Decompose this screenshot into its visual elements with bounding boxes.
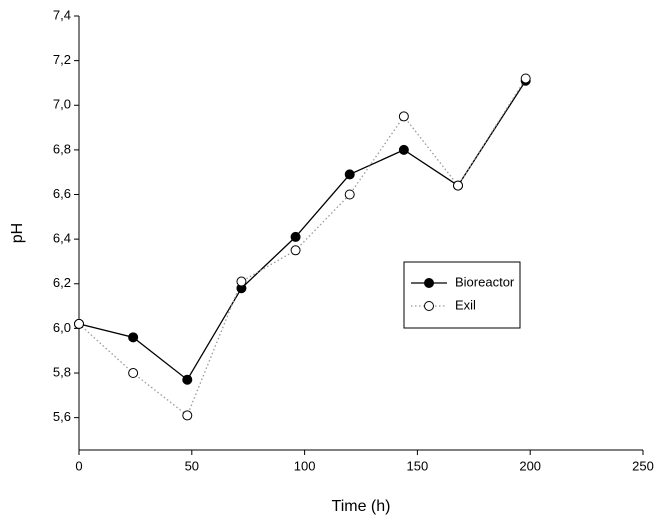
data-point — [398, 111, 409, 122]
x-tick-label: 50 — [185, 458, 199, 473]
y-tick-label: 7,0 — [53, 97, 71, 112]
x-tick-label: 0 — [75, 458, 82, 473]
legend-box — [403, 261, 521, 329]
data-point — [182, 374, 193, 385]
data-point — [182, 410, 193, 421]
y-tick-label: 6,2 — [53, 275, 71, 290]
y-tick-label: 6,0 — [53, 320, 71, 335]
data-point — [344, 189, 355, 200]
data-point — [290, 231, 301, 242]
x-tick-label: 150 — [407, 458, 429, 473]
data-point — [398, 144, 409, 155]
data-point — [290, 245, 301, 256]
y-tick-label: 7,2 — [53, 52, 71, 67]
x-tick-label: 100 — [294, 458, 316, 473]
data-point — [128, 368, 139, 379]
x-tick-label: 250 — [632, 458, 654, 473]
legend-label: Exil — [455, 297, 476, 312]
y-tick-label: 5,6 — [53, 409, 71, 424]
y-tick-label: 6,6 — [53, 186, 71, 201]
data-point — [236, 276, 247, 287]
data-point — [520, 73, 531, 84]
data-point — [128, 332, 139, 343]
data-point — [344, 169, 355, 180]
data-point — [74, 318, 84, 329]
y-tick-label: 5,8 — [53, 364, 71, 379]
legend-label: Bioreactor — [455, 274, 515, 289]
y-axis-title: pH — [9, 223, 26, 243]
y-tick-label: 6,4 — [53, 231, 71, 246]
x-tick-label: 200 — [519, 458, 541, 473]
legend-marker — [424, 301, 434, 311]
series-line — [78, 80, 527, 381]
series-line — [78, 78, 527, 417]
y-tick-label: 7,4 — [53, 7, 71, 22]
y-tick-label: 6,8 — [53, 141, 71, 156]
data-point — [453, 180, 464, 191]
legend-marker — [424, 278, 434, 288]
x-axis-title: Time (h) — [332, 498, 391, 515]
